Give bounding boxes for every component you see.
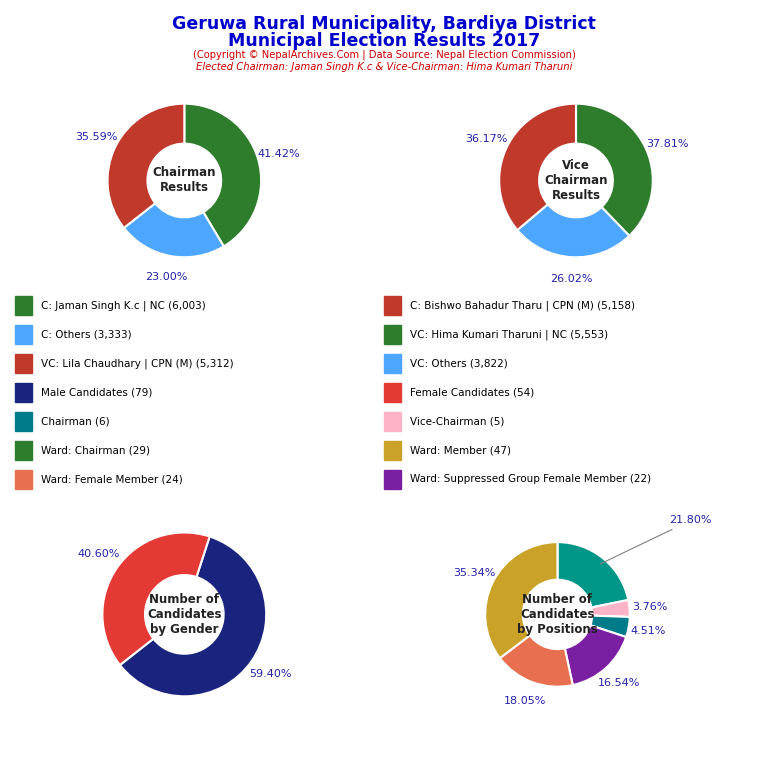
Bar xyxy=(384,382,401,402)
Bar xyxy=(384,296,401,315)
Wedge shape xyxy=(184,104,261,247)
Wedge shape xyxy=(564,625,626,685)
Wedge shape xyxy=(576,104,653,236)
Text: Municipal Election Results 2017: Municipal Election Results 2017 xyxy=(228,32,540,50)
Bar xyxy=(384,353,401,373)
Text: C: Jaman Singh K.c | NC (6,003): C: Jaman Singh K.c | NC (6,003) xyxy=(41,300,206,310)
Wedge shape xyxy=(485,542,558,658)
Text: C: Others (3,333): C: Others (3,333) xyxy=(41,329,131,339)
Text: Ward: Female Member (24): Ward: Female Member (24) xyxy=(41,475,183,485)
Bar xyxy=(384,325,401,344)
Text: Male Candidates (79): Male Candidates (79) xyxy=(41,387,152,397)
Bar xyxy=(15,353,31,373)
Text: 36.17%: 36.17% xyxy=(465,134,508,144)
Bar xyxy=(15,325,31,344)
Text: Number of
Candidates
by Gender: Number of Candidates by Gender xyxy=(147,593,222,636)
Text: Female Candidates (54): Female Candidates (54) xyxy=(409,387,534,397)
Text: Chairman (6): Chairman (6) xyxy=(41,416,109,426)
Wedge shape xyxy=(108,104,184,228)
Wedge shape xyxy=(102,532,210,665)
Text: 59.40%: 59.40% xyxy=(249,670,292,680)
Bar xyxy=(384,441,401,460)
Text: VC: Lila Chaudhary | CPN (M) (5,312): VC: Lila Chaudhary | CPN (M) (5,312) xyxy=(41,358,233,369)
Bar xyxy=(384,412,401,431)
Wedge shape xyxy=(500,635,573,687)
Wedge shape xyxy=(591,600,630,617)
Bar xyxy=(15,469,31,489)
Text: 26.02%: 26.02% xyxy=(550,273,592,283)
Text: VC: Others (3,822): VC: Others (3,822) xyxy=(409,359,508,369)
Text: Geruwa Rural Municipality, Bardiya District: Geruwa Rural Municipality, Bardiya Distr… xyxy=(172,15,596,33)
Text: C: Bishwo Bahadur Tharu | CPN (M) (5,158): C: Bishwo Bahadur Tharu | CPN (M) (5,158… xyxy=(409,300,634,310)
Wedge shape xyxy=(124,204,223,257)
Text: Vice
Chairman
Results: Vice Chairman Results xyxy=(545,159,607,202)
Wedge shape xyxy=(558,542,628,607)
Text: (Copyright © NepalArchives.Com | Data Source: Nepal Election Commission): (Copyright © NepalArchives.Com | Data So… xyxy=(193,49,575,60)
Bar xyxy=(384,469,401,489)
Wedge shape xyxy=(518,204,629,257)
Text: Number of
Candidates
by Positions: Number of Candidates by Positions xyxy=(517,593,598,636)
Text: 35.59%: 35.59% xyxy=(74,132,117,143)
Bar xyxy=(15,441,31,460)
Text: 35.34%: 35.34% xyxy=(453,568,496,578)
Text: Chairman
Results: Chairman Results xyxy=(153,167,216,194)
Text: 16.54%: 16.54% xyxy=(598,678,641,688)
Text: 3.76%: 3.76% xyxy=(632,602,667,612)
Text: 18.05%: 18.05% xyxy=(505,696,547,707)
Wedge shape xyxy=(120,537,266,697)
Text: 21.80%: 21.80% xyxy=(601,515,712,564)
Text: Ward: Chairman (29): Ward: Chairman (29) xyxy=(41,445,150,455)
Text: Elected Chairman: Jaman Singh K.c & Vice-Chairman: Hima Kumari Tharuni: Elected Chairman: Jaman Singh K.c & Vice… xyxy=(196,62,572,72)
Text: Ward: Member (47): Ward: Member (47) xyxy=(409,445,511,455)
Text: Vice-Chairman (5): Vice-Chairman (5) xyxy=(409,416,504,426)
Text: 37.81%: 37.81% xyxy=(646,139,688,149)
Text: 41.42%: 41.42% xyxy=(258,149,300,159)
Bar xyxy=(15,296,31,315)
Text: Ward: Suppressed Group Female Member (22): Ward: Suppressed Group Female Member (22… xyxy=(409,475,650,485)
Bar xyxy=(15,412,31,431)
Wedge shape xyxy=(591,616,630,637)
Bar xyxy=(15,382,31,402)
Text: 23.00%: 23.00% xyxy=(145,272,187,282)
Wedge shape xyxy=(499,104,576,230)
Text: 40.60%: 40.60% xyxy=(77,549,120,559)
Text: VC: Hima Kumari Tharuni | NC (5,553): VC: Hima Kumari Tharuni | NC (5,553) xyxy=(409,329,607,339)
Text: 4.51%: 4.51% xyxy=(631,626,667,636)
